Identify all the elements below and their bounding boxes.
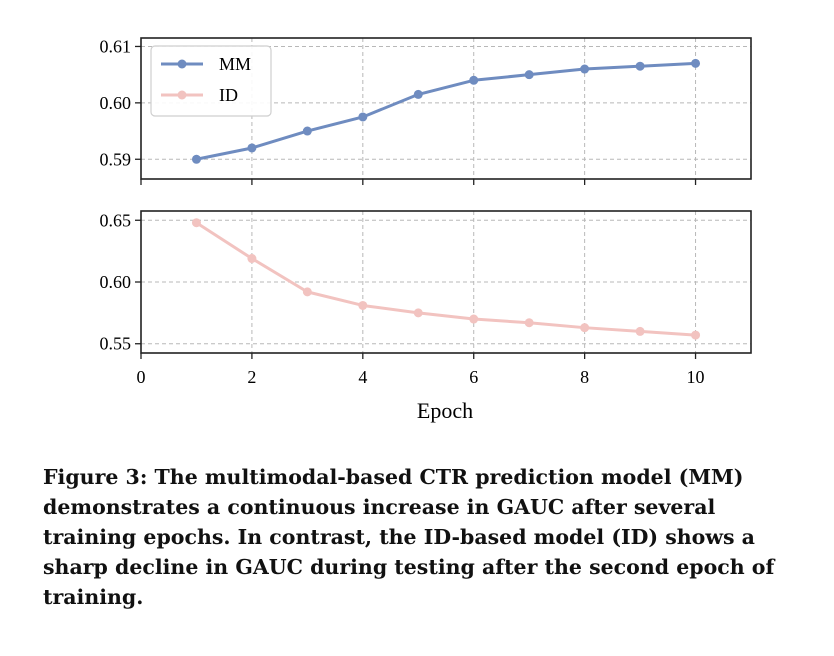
figure-caption: Figure 3: The multimodal-based CTR predi… bbox=[43, 465, 775, 609]
series-line-mm bbox=[196, 61, 696, 161]
data-point-mm bbox=[469, 75, 479, 85]
y-tick-label: 0.59 bbox=[100, 149, 132, 169]
data-point-id bbox=[691, 330, 701, 340]
data-point-mm bbox=[580, 64, 590, 74]
x-axis: 0 2 4 6 8 10 bbox=[137, 367, 705, 387]
x-tick-label: 6 bbox=[469, 367, 478, 387]
plot-frame bbox=[140, 37, 752, 180]
data-point-id bbox=[358, 300, 368, 310]
x-tick-label: 0 bbox=[137, 367, 146, 387]
data-point-id bbox=[191, 218, 201, 228]
data-point-mm bbox=[191, 154, 201, 164]
series-line-id bbox=[195, 221, 696, 337]
data-point-mm bbox=[302, 126, 312, 136]
y-tick-label: 0.65 bbox=[100, 210, 132, 230]
figure-chart: 0.590.600.61 0.550.600.65 0 2 4 6 8 10 Epoch … bbox=[100, 36, 752, 423]
legend-marker-mm bbox=[177, 59, 187, 69]
y-tick-label: 0.61 bbox=[100, 36, 132, 56]
data-point-mm bbox=[413, 89, 423, 99]
data-point-id bbox=[302, 287, 312, 297]
data-point-mm bbox=[524, 70, 534, 80]
data-point-id bbox=[635, 326, 645, 336]
data-point-id bbox=[413, 308, 423, 318]
panel-id: 0.55 0.60 0.65 bbox=[100, 210, 752, 359]
x-tick-label: 4 bbox=[358, 367, 367, 387]
data-point-mm bbox=[635, 61, 645, 71]
data-point-id bbox=[469, 314, 479, 324]
y-tick-label: 0.60 bbox=[100, 272, 132, 292]
x-axis-title: Epoch bbox=[417, 398, 473, 423]
y-tick-label: 0.60 bbox=[100, 93, 132, 113]
data-point-mm bbox=[358, 112, 368, 122]
x-tick-label: 2 bbox=[247, 367, 256, 387]
data-point-id bbox=[247, 254, 257, 264]
data-point-id bbox=[580, 323, 590, 333]
x-tick-label: 8 bbox=[580, 367, 589, 387]
data-point-id bbox=[524, 318, 534, 328]
legend-label-id: ID bbox=[219, 85, 238, 105]
y-tick-label: 0.55 bbox=[100, 334, 132, 354]
x-tick-label: 10 bbox=[687, 367, 705, 387]
legend-box bbox=[150, 45, 272, 117]
legend: MM ID bbox=[150, 45, 272, 117]
data-point-mm bbox=[691, 58, 701, 68]
data-point-mm bbox=[247, 143, 257, 153]
legend-marker-id bbox=[177, 90, 187, 100]
legend-label-mm: MM bbox=[219, 54, 251, 74]
